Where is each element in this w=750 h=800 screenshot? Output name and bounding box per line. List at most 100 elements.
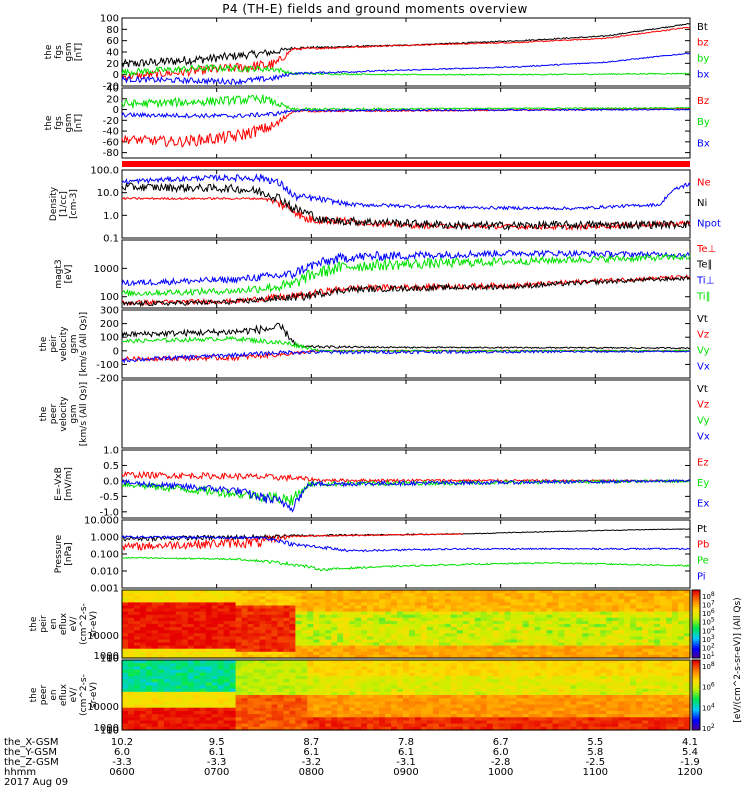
spectrogram-cell bbox=[552, 682, 560, 687]
spectrogram-cell bbox=[163, 633, 171, 637]
spectrogram-cell bbox=[480, 701, 488, 706]
spectrogram-cell bbox=[145, 611, 153, 616]
spectrogram-cell bbox=[319, 630, 326, 634]
spectrogram-cell bbox=[397, 642, 404, 647]
spectrogram-cell bbox=[510, 599, 518, 603]
spectrogram-cell bbox=[319, 679, 326, 683]
spectrogram-cell bbox=[432, 717, 440, 722]
spectrogram-cell bbox=[492, 611, 500, 616]
spectrogram-cell bbox=[522, 627, 530, 631]
spectrogram-cell bbox=[235, 645, 243, 650]
spectrogram-cell bbox=[283, 636, 290, 641]
spectrogram-cell bbox=[169, 593, 177, 597]
spectrogram-cell bbox=[229, 620, 237, 625]
spectrogram-cell bbox=[361, 608, 368, 613]
spectrogram-cell bbox=[139, 707, 147, 712]
spectrogram-cell bbox=[409, 675, 416, 680]
colorbar-cell bbox=[692, 598, 700, 601]
spectrogram-cell bbox=[325, 651, 332, 656]
spectrogram-cell bbox=[128, 642, 135, 647]
spectrogram-cell bbox=[444, 714, 452, 718]
spectrogram-cell bbox=[618, 596, 625, 600]
spectrogram-cell bbox=[486, 672, 494, 677]
spectrogram-cell bbox=[223, 717, 231, 722]
spectrogram-cell bbox=[684, 605, 691, 610]
spectrogram-cell bbox=[409, 596, 416, 600]
spectrogram-cell bbox=[307, 645, 314, 650]
spectrogram-cell bbox=[193, 645, 201, 650]
spectrogram-cell bbox=[199, 590, 207, 594]
spectrogram-cell bbox=[397, 720, 404, 725]
spectrogram-cell bbox=[415, 596, 422, 600]
spectrogram-cell bbox=[612, 627, 619, 631]
spectrogram-cell bbox=[588, 660, 595, 664]
spectrogram-cell bbox=[217, 685, 225, 690]
spectrogram-cell bbox=[492, 691, 500, 696]
spectrogram-cell bbox=[594, 714, 601, 718]
spectrogram-cell bbox=[193, 599, 201, 603]
spectrogram-cell bbox=[420, 620, 428, 625]
spectrogram-cell bbox=[193, 695, 201, 699]
spectrogram-cell bbox=[271, 639, 279, 644]
spectrogram-cell bbox=[528, 669, 536, 674]
spectrogram-cell bbox=[606, 611, 613, 616]
spectrogram-cell bbox=[504, 682, 512, 687]
spectrogram-cell bbox=[510, 654, 518, 659]
spectrogram-cell bbox=[486, 698, 494, 702]
spectrogram-cell bbox=[474, 639, 482, 644]
spectrogram-cell bbox=[217, 617, 225, 622]
panel-frame bbox=[121, 169, 691, 239]
spectrogram-cell bbox=[594, 707, 601, 712]
spectrogram-cell bbox=[474, 675, 482, 680]
spectrogram-cell bbox=[492, 593, 500, 597]
spectrogram-cell bbox=[187, 679, 195, 683]
spectrogram-cell bbox=[157, 648, 165, 653]
spectrogram-cell bbox=[241, 633, 249, 637]
spectrogram-cell bbox=[379, 666, 386, 671]
spectrogram-cell bbox=[307, 672, 314, 677]
spectrogram-cell bbox=[295, 608, 302, 613]
spectrogram-cell bbox=[373, 726, 380, 731]
spectrogram-cell bbox=[223, 701, 231, 706]
spectrogram-cell bbox=[134, 642, 141, 647]
spectrogram-cell bbox=[265, 605, 273, 610]
spectrogram-cell bbox=[468, 605, 476, 610]
spectrogram-cell bbox=[373, 707, 380, 712]
spectrogram-cell bbox=[247, 642, 255, 647]
spectrogram-cell bbox=[355, 675, 362, 680]
spectrogram-cell bbox=[265, 630, 273, 634]
spectrogram-cell bbox=[516, 642, 524, 647]
spectrogram-cell bbox=[391, 672, 398, 677]
spectrogram-cell bbox=[385, 717, 392, 722]
spectrogram-cell bbox=[606, 636, 613, 641]
y-axis-label: fgs bbox=[54, 45, 64, 59]
spectrogram-cell bbox=[175, 590, 183, 594]
spectrogram-cell bbox=[235, 672, 243, 677]
series-line-Ti⊥ bbox=[121, 249, 691, 287]
spectrogram-cell bbox=[385, 710, 392, 715]
spectrogram-cell bbox=[307, 723, 314, 728]
spectrogram-cell bbox=[283, 596, 290, 600]
spectrogram-cell bbox=[636, 723, 643, 728]
spectrogram-cell bbox=[462, 642, 470, 647]
spectrogram-cell bbox=[385, 596, 392, 600]
colorbar-cell bbox=[692, 634, 700, 637]
spectrogram-cell bbox=[654, 642, 661, 647]
spectrogram-cell bbox=[528, 611, 536, 616]
spectrogram-cell bbox=[337, 654, 344, 659]
spectrogram-cell bbox=[295, 642, 302, 647]
spectrogram-cell bbox=[468, 666, 476, 671]
spectrogram-cell bbox=[420, 685, 428, 690]
spectrogram-cell bbox=[600, 602, 607, 607]
spectrogram-cell bbox=[415, 669, 422, 674]
spectrogram-cell bbox=[600, 672, 607, 677]
spectrogram-cell bbox=[474, 682, 482, 687]
spectrogram-cell bbox=[642, 633, 649, 637]
spectrogram-cell bbox=[456, 672, 464, 677]
spectrogram-cell bbox=[504, 666, 512, 671]
spectrogram-cell bbox=[546, 723, 554, 728]
spectrogram-cell bbox=[618, 651, 625, 656]
spectrogram-cell bbox=[582, 633, 589, 637]
spectrogram-cell bbox=[169, 605, 177, 610]
spectrogram-cell bbox=[199, 596, 207, 600]
